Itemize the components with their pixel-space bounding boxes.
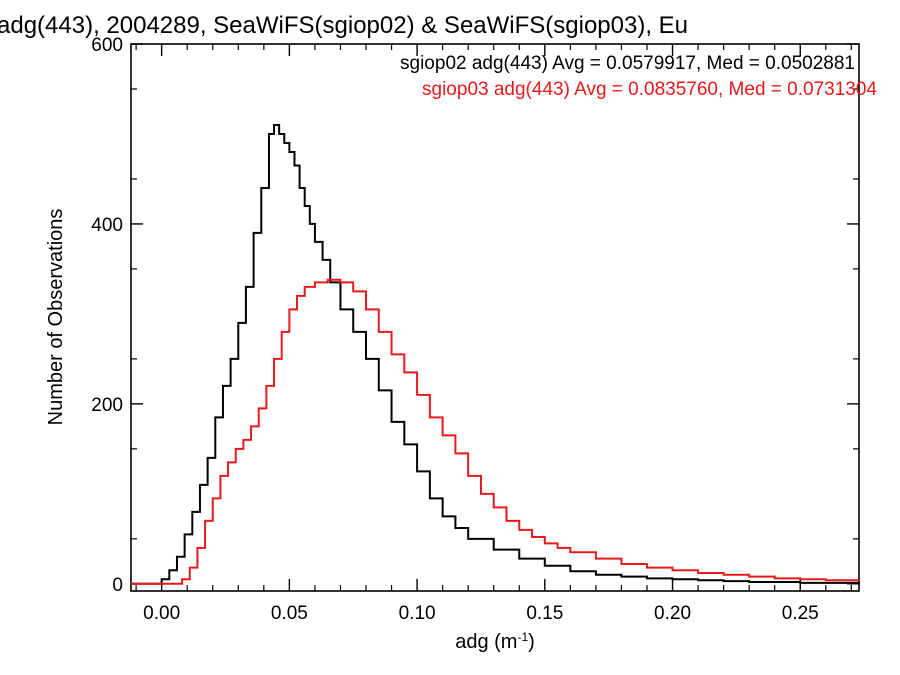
series-line-sgiop02 bbox=[131, 123, 860, 585]
legend: sgiop02 adg(443) Avg = 0.0579917, Med = … bbox=[400, 53, 877, 100]
x-tick-label: 0.00 bbox=[143, 603, 180, 624]
series-line-sgiop03 bbox=[131, 278, 860, 585]
series-group bbox=[131, 123, 860, 585]
y-axis: 0 200 400 600 bbox=[91, 35, 859, 596]
x-axis-label: adg (m-1) bbox=[455, 630, 535, 653]
x-tick-label: 0.15 bbox=[526, 603, 563, 624]
legend-entry-sgiop03: sgiop03 adg(443) Avg = 0.0835760, Med = … bbox=[422, 79, 877, 100]
x-tick-label: 0.20 bbox=[654, 603, 691, 624]
x-tick-label: 0.25 bbox=[782, 603, 819, 624]
y-tick-label: 600 bbox=[91, 35, 123, 56]
legend-entry-sgiop02: sgiop02 adg(443) Avg = 0.0579917, Med = … bbox=[400, 53, 855, 74]
x-axis-label-end: ) bbox=[528, 631, 535, 653]
x-tick-label: 0.05 bbox=[271, 603, 308, 624]
x-axis: 0.00 0.05 0.10 0.15 0.20 0.25 bbox=[135, 44, 852, 624]
y-axis-label: Number of Observations bbox=[45, 209, 67, 426]
x-axis-label-superscript: -1 bbox=[517, 630, 528, 644]
y-tick-label: 200 bbox=[91, 395, 123, 416]
x-tick-label: 0.10 bbox=[399, 603, 436, 624]
x-axis-label-base: adg (m bbox=[455, 631, 517, 653]
y-tick-label: 0 bbox=[112, 575, 123, 596]
plot-frame bbox=[130, 43, 860, 592]
chart-title: adg(443), 2004289, SeaWiFS(sgiop02) & Se… bbox=[0, 12, 688, 39]
y-tick-label: 400 bbox=[91, 215, 123, 236]
